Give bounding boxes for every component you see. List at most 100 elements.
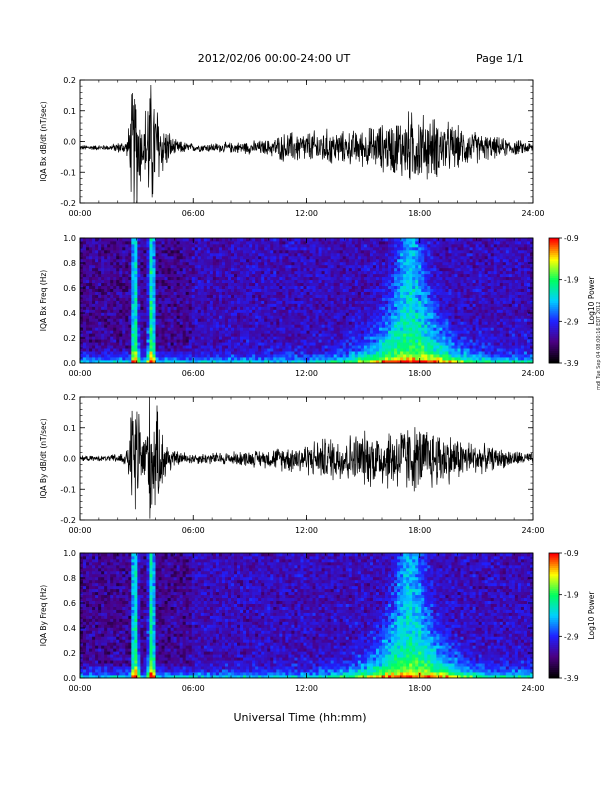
heatmap-cell — [218, 345, 223, 349]
heatmap-cell — [412, 240, 416, 245]
heatmap-cell — [282, 327, 286, 331]
heatmap-cell — [360, 282, 365, 287]
heatmap-cell — [92, 294, 96, 298]
heatmap-cell — [140, 360, 144, 364]
heatmap-cell — [406, 282, 410, 287]
heatmap-cell — [424, 300, 428, 304]
heatmap-cell — [285, 360, 289, 364]
heatmap-cell — [327, 270, 332, 275]
heatmap-cell — [315, 255, 319, 260]
heatmap-cell — [357, 246, 362, 251]
heatmap-cell — [388, 354, 392, 358]
heatmap-cell — [143, 342, 147, 346]
heatmap-cell — [237, 243, 241, 248]
heatmap-cell — [197, 360, 202, 364]
heatmap-cell — [249, 357, 253, 361]
heatmap-cell — [119, 351, 123, 355]
heatmap-cell — [366, 246, 371, 251]
heatmap-cell — [137, 240, 141, 245]
heatmap-cell — [285, 303, 289, 307]
heatmap-cell — [363, 238, 368, 242]
heatmap-cell — [206, 249, 211, 254]
heatmap-cell — [179, 333, 184, 337]
heatmap-cell — [261, 252, 265, 257]
heatmap-cell — [324, 351, 329, 355]
heatmap-cell — [294, 306, 298, 310]
heatmap-cell — [366, 261, 371, 266]
heatmap-cell — [249, 333, 253, 337]
heatmap-cell — [92, 261, 96, 266]
heatmap-cell — [276, 297, 280, 301]
heatmap-cell — [412, 264, 416, 269]
heatmap-cell — [161, 264, 165, 269]
heatmap-cell — [391, 291, 395, 295]
heatmap-cell — [191, 264, 196, 269]
heatmap-cell — [221, 258, 226, 263]
heatmap-cell — [300, 264, 304, 269]
heatmap-cell — [122, 238, 126, 242]
heatmap-cell — [300, 336, 304, 340]
heatmap-cell — [206, 333, 211, 337]
heatmap-cell — [291, 321, 295, 325]
heatmap-cell — [391, 261, 395, 266]
heatmap-cell — [273, 348, 277, 352]
heatmap-cell — [122, 315, 126, 319]
heatmap-cell — [104, 261, 108, 266]
heatmap-cell — [382, 315, 386, 319]
heatmap-cell — [122, 339, 126, 343]
heatmap-cell — [98, 255, 102, 260]
heatmap-cell — [107, 360, 111, 364]
heatmap-cell — [315, 339, 319, 343]
heatmap-cell — [258, 243, 262, 248]
heatmap-cell — [218, 261, 223, 266]
heatmap-cell — [176, 264, 181, 269]
heatmap-cell — [206, 345, 211, 349]
y-tick-label: -0.2 — [60, 199, 76, 208]
heatmap-cell — [306, 294, 310, 298]
heatmap-cell — [107, 264, 111, 269]
heatmap-cell — [167, 267, 171, 272]
heatmap-cell — [357, 354, 362, 358]
heatmap-cell — [173, 339, 178, 343]
heatmap-cell — [119, 297, 123, 301]
heatmap-cell — [113, 324, 117, 328]
heatmap-cell — [110, 315, 114, 319]
heatmap-cell — [394, 243, 398, 248]
heatmap-cell — [131, 267, 135, 272]
heatmap-cell — [191, 282, 196, 287]
heatmap-cell — [206, 285, 211, 289]
heatmap-cell — [285, 261, 289, 266]
heatmap-cell — [234, 270, 238, 275]
heatmap-cell — [255, 300, 259, 304]
heatmap-cell — [258, 324, 262, 328]
heatmap-cell — [282, 240, 286, 245]
heatmap-cell — [104, 345, 108, 349]
heatmap-cell — [146, 342, 150, 346]
heatmap-cell — [107, 333, 111, 337]
heatmap-cell — [203, 294, 208, 298]
heatmap-cell — [388, 321, 392, 325]
heatmap-cell — [403, 360, 407, 364]
heatmap-cell — [161, 246, 165, 251]
heatmap-cell — [218, 252, 223, 257]
heatmap-cell — [291, 270, 295, 275]
heatmap-cell — [351, 303, 356, 307]
heatmap-cell — [224, 336, 229, 340]
heatmap-cell — [149, 345, 153, 349]
heatmap-cell — [170, 294, 175, 298]
heatmap-cell — [240, 342, 244, 346]
heatmap-cell — [110, 276, 114, 281]
heatmap-cell — [369, 294, 374, 298]
heatmap-cell — [255, 249, 259, 254]
heatmap-cell — [234, 258, 238, 263]
heatmap-cell — [297, 258, 301, 263]
heatmap-cell — [249, 240, 253, 245]
heatmap-cell — [234, 339, 238, 343]
heatmap-cell — [92, 315, 96, 319]
heatmap-cell — [288, 240, 292, 245]
heatmap-cell — [406, 351, 410, 355]
heatmap-cell — [101, 270, 105, 275]
heatmap-cell — [339, 357, 344, 361]
heatmap-cell — [333, 285, 338, 289]
heatmap-cell — [306, 342, 310, 346]
